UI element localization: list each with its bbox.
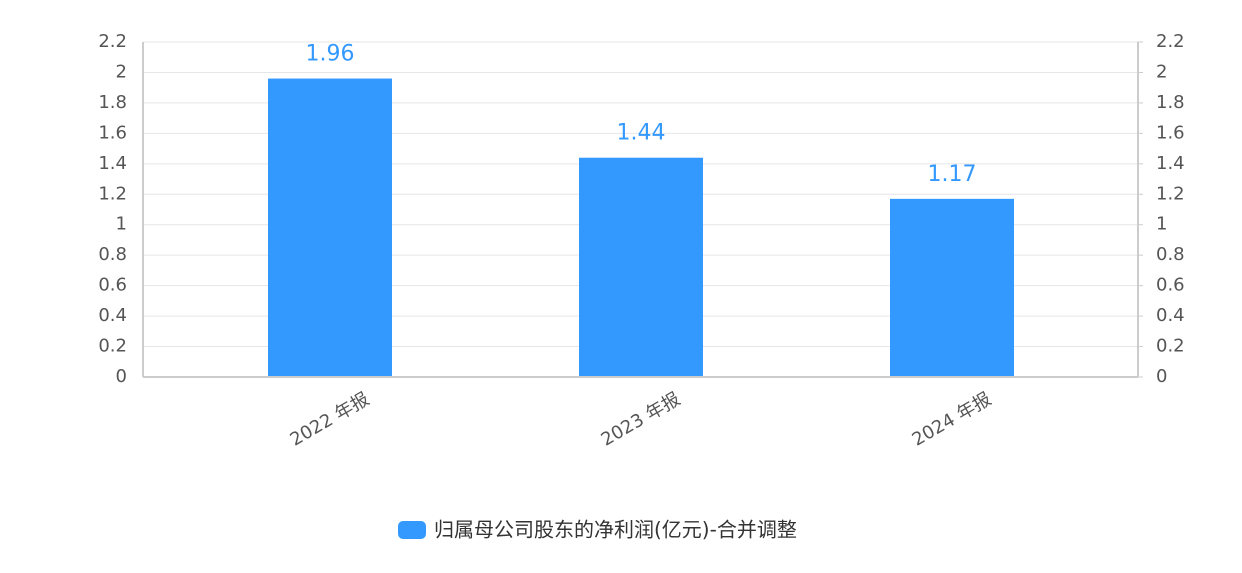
y-tick-label: 1.6 bbox=[98, 122, 127, 143]
y-tick-label: 1.2 bbox=[98, 183, 127, 204]
y2-tick-label: 1 bbox=[1156, 214, 1167, 235]
y-tick-label: 2 bbox=[116, 61, 127, 82]
bar bbox=[268, 78, 392, 377]
y2-tick-label: 0 bbox=[1156, 366, 1167, 387]
value-label: 1.44 bbox=[617, 121, 666, 146]
y-tick-label: 0.2 bbox=[98, 336, 127, 357]
bar bbox=[890, 198, 1014, 377]
bar bbox=[579, 157, 703, 377]
y2-tick-label: 1.2 bbox=[1156, 183, 1185, 204]
value-label: 1.96 bbox=[306, 42, 355, 67]
y2-tick-label: 1.4 bbox=[1156, 153, 1185, 174]
y-tick-label: 1 bbox=[116, 214, 127, 235]
y2-tick-label: 2 bbox=[1156, 61, 1167, 82]
y-tick-label: 0.6 bbox=[98, 275, 127, 296]
y2-tick-label: 0.6 bbox=[1156, 275, 1185, 296]
y2-tick-label: 0.2 bbox=[1156, 336, 1185, 357]
legend-swatch bbox=[398, 521, 426, 539]
y-tick-label: 2.2 bbox=[98, 31, 127, 52]
legend-label: 归属母公司股东的净利润(亿元)-合并调整 bbox=[434, 518, 797, 542]
y-tick-label: 0.4 bbox=[98, 305, 127, 326]
y-tick-label: 0.8 bbox=[98, 244, 127, 265]
y-tick-label: 1.8 bbox=[98, 92, 127, 113]
value-label: 1.17 bbox=[928, 162, 977, 187]
y-tick-label: 1.4 bbox=[98, 153, 127, 174]
y2-tick-label: 1.6 bbox=[1156, 122, 1185, 143]
x-tick-label: 2022 年报 bbox=[287, 389, 373, 451]
y2-tick-label: 0.4 bbox=[1156, 305, 1185, 326]
y2-tick-label: 1.8 bbox=[1156, 92, 1185, 113]
x-tick-label: 2024 年报 bbox=[909, 389, 995, 451]
y2-tick-label: 0.8 bbox=[1156, 244, 1185, 265]
x-tick-label: 2023 年报 bbox=[598, 389, 684, 451]
y2-tick-label: 2.2 bbox=[1156, 31, 1185, 52]
y-tick-label: 0 bbox=[116, 366, 127, 387]
